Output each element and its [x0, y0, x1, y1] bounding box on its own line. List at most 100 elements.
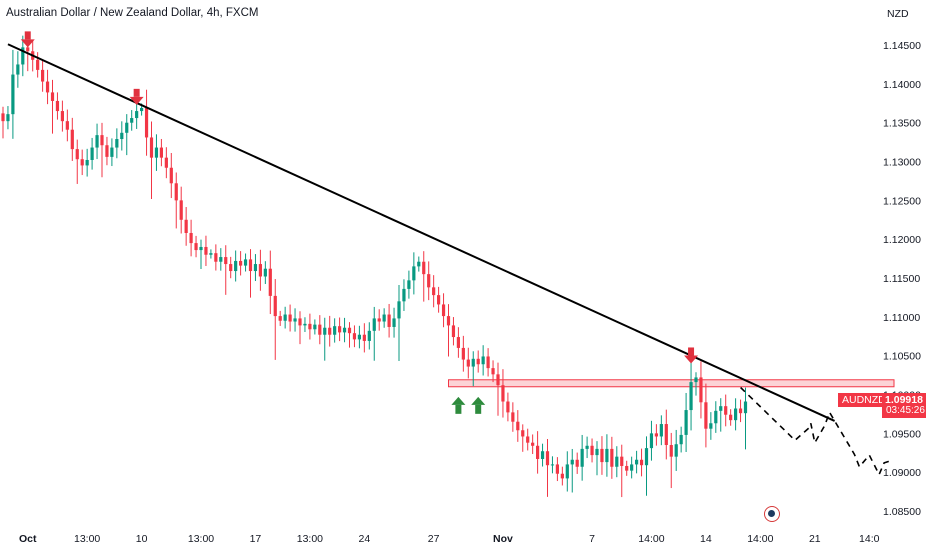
candle-body	[684, 410, 688, 435]
candle-body	[313, 324, 317, 330]
candle	[580, 434, 584, 481]
candle	[496, 362, 500, 416]
candle	[85, 148, 89, 177]
candle	[199, 239, 203, 270]
candle	[540, 443, 545, 467]
candle	[461, 335, 465, 372]
candle-body	[105, 145, 109, 157]
price-tick-label: 1.13000	[883, 157, 921, 169]
resistance-zone-layer	[448, 379, 895, 388]
candle-body	[293, 318, 297, 322]
candle	[669, 432, 673, 489]
candle-body	[417, 261, 421, 267]
candle-body	[422, 261, 426, 275]
candle	[318, 315, 322, 345]
candle-body	[229, 264, 233, 272]
candle-body	[90, 147, 94, 160]
candle	[268, 250, 272, 315]
candle-body	[110, 147, 114, 157]
candle-body	[625, 465, 629, 471]
candle	[333, 318, 337, 343]
candle	[664, 409, 668, 460]
candle	[402, 279, 406, 311]
candle-body	[298, 318, 302, 326]
candle-body	[333, 326, 337, 335]
candle	[506, 392, 510, 422]
candle-body	[50, 92, 55, 101]
candle-body	[80, 159, 84, 166]
price-tick-label: 1.14000	[883, 79, 921, 91]
time-tick-label: 13:00	[74, 533, 100, 545]
candle-body	[45, 81, 50, 93]
candle-body	[580, 448, 584, 467]
candle-body	[387, 314, 391, 327]
candle-body	[729, 414, 733, 421]
candle-body	[11, 74, 15, 115]
candle	[293, 308, 297, 332]
candle-body	[600, 448, 604, 463]
candle-body	[565, 464, 569, 479]
candle	[639, 448, 644, 477]
price-tick-label: 1.09500	[883, 428, 921, 440]
candle-body	[55, 100, 60, 112]
candle-body	[382, 314, 386, 322]
candle	[144, 89, 149, 156]
resistance-zone	[448, 379, 895, 388]
candle	[248, 249, 253, 298]
candle-body	[41, 69, 45, 82]
candle-body	[174, 183, 178, 201]
candle-body	[154, 147, 159, 158]
candle	[135, 100, 139, 129]
candle	[55, 92, 60, 120]
candle	[644, 436, 649, 496]
candle	[179, 186, 183, 234]
candle	[6, 106, 10, 130]
candle	[189, 219, 193, 257]
candle-body	[536, 445, 540, 459]
candle-body	[644, 448, 649, 466]
candle	[659, 415, 663, 446]
candle-body	[234, 260, 238, 272]
candle	[377, 309, 381, 331]
candle-body	[635, 459, 639, 465]
candle-body	[248, 259, 253, 272]
candle	[516, 410, 520, 442]
candle	[491, 360, 495, 383]
candle	[95, 123, 99, 160]
candle-body	[263, 268, 267, 277]
candle	[709, 412, 713, 440]
candle-body	[288, 314, 292, 322]
candle	[1, 106, 5, 139]
candle	[486, 348, 490, 377]
candle-body	[273, 295, 277, 317]
candle	[164, 147, 168, 179]
candle-body	[258, 264, 262, 277]
candle	[204, 235, 208, 266]
candle	[382, 308, 386, 328]
candle-countdown: 03:45:26	[882, 404, 926, 418]
candle-body	[402, 288, 406, 302]
candle-body	[115, 139, 119, 148]
candle-body	[95, 135, 99, 148]
tradingview-logo-icon[interactable]	[764, 506, 780, 522]
candle	[184, 207, 188, 246]
time-tick-label: 14:0	[859, 533, 880, 545]
candle	[278, 310, 282, 326]
candle-body	[318, 324, 322, 335]
candle-body	[219, 257, 223, 262]
time-axis: Oct 13:00 10 13:00 17 13:00 24 27 Nov 7 14:00 14 14:…	[19, 533, 880, 545]
candle-body	[16, 64, 20, 75]
candle	[298, 311, 302, 345]
candle	[427, 261, 431, 301]
candle-body	[674, 444, 678, 457]
candle-body	[709, 423, 713, 429]
candle	[352, 325, 357, 348]
price-tick-label: 1.10500	[883, 351, 921, 363]
time-tick-label: 24	[359, 533, 371, 545]
candle	[555, 457, 559, 482]
candle	[575, 452, 579, 474]
candle	[531, 434, 535, 455]
candle-body	[377, 318, 381, 322]
price-tick-label: 1.11000	[883, 312, 920, 324]
